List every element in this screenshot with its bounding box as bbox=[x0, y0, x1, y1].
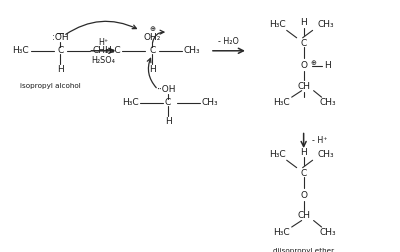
Text: - H⁺: - H⁺ bbox=[312, 136, 327, 145]
Text: H₃C: H₃C bbox=[270, 150, 286, 159]
Text: H₃C: H₃C bbox=[274, 98, 290, 107]
Text: diisopropyl ether: diisopropyl ether bbox=[273, 248, 334, 252]
Text: C: C bbox=[165, 98, 171, 107]
Text: CH₃: CH₃ bbox=[184, 46, 200, 55]
Text: C: C bbox=[57, 46, 64, 55]
Text: - H₂O: - H₂O bbox=[218, 37, 239, 46]
Text: H₃C: H₃C bbox=[12, 46, 29, 55]
Text: C: C bbox=[300, 39, 307, 48]
Text: O: O bbox=[300, 61, 307, 70]
Text: CH₃: CH₃ bbox=[319, 228, 336, 237]
Text: isopropyl alcohol: isopropyl alcohol bbox=[20, 83, 81, 89]
Text: H: H bbox=[149, 65, 156, 74]
Text: CH₃: CH₃ bbox=[317, 150, 334, 159]
Text: CH₃: CH₃ bbox=[92, 46, 109, 55]
Text: CH₃: CH₃ bbox=[319, 98, 336, 107]
Text: H₂SO₄: H₂SO₄ bbox=[91, 55, 115, 65]
Text: H₃C: H₃C bbox=[122, 98, 138, 107]
Text: H⁺: H⁺ bbox=[98, 38, 108, 47]
Text: ⋅⋅OH: ⋅⋅OH bbox=[156, 85, 176, 94]
Text: CH₃: CH₃ bbox=[317, 20, 334, 29]
Text: OH₂: OH₂ bbox=[144, 33, 161, 42]
Text: O: O bbox=[300, 191, 307, 200]
Text: H: H bbox=[300, 18, 307, 27]
Text: H: H bbox=[57, 65, 64, 74]
Text: C: C bbox=[149, 46, 155, 55]
Text: H₃C: H₃C bbox=[270, 20, 286, 29]
Text: H₃C: H₃C bbox=[104, 46, 121, 55]
Text: H: H bbox=[165, 117, 172, 126]
Text: H: H bbox=[324, 61, 331, 70]
Text: H₃C: H₃C bbox=[274, 228, 290, 237]
Text: :OH: :OH bbox=[52, 33, 69, 42]
Text: CH: CH bbox=[297, 82, 310, 90]
Text: ⊕: ⊕ bbox=[149, 25, 155, 32]
Text: CH₃: CH₃ bbox=[202, 98, 218, 107]
Text: CH: CH bbox=[297, 211, 310, 220]
Text: C: C bbox=[300, 169, 307, 178]
Text: H: H bbox=[300, 148, 307, 157]
Text: ⊕: ⊕ bbox=[311, 60, 316, 66]
